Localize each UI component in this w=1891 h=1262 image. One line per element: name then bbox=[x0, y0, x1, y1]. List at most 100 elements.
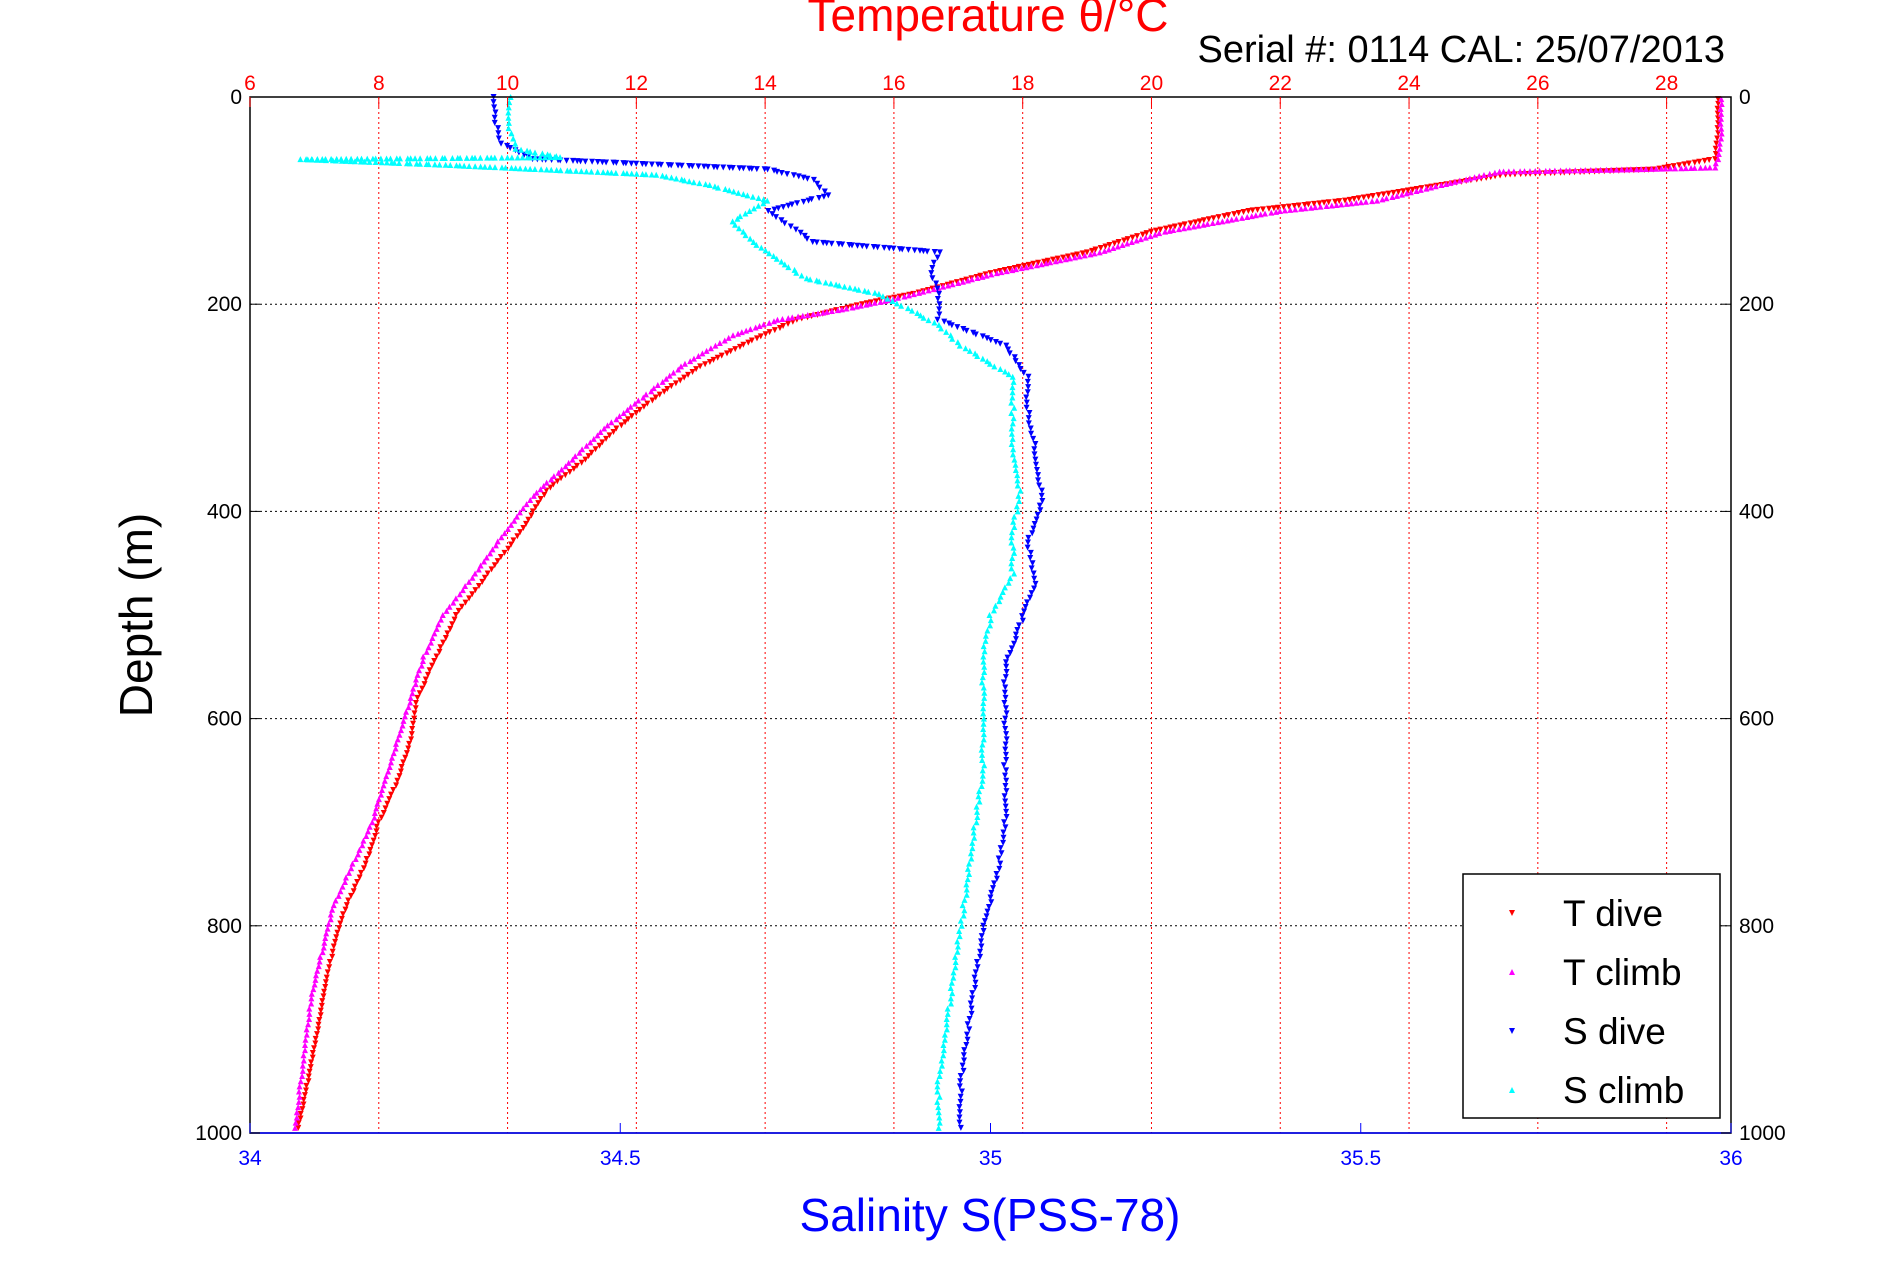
data-point bbox=[1712, 160, 1719, 167]
data-point bbox=[1195, 222, 1202, 229]
data-point bbox=[980, 720, 987, 727]
data-point bbox=[375, 819, 382, 826]
data-point bbox=[964, 1021, 971, 1028]
data-point bbox=[872, 298, 879, 305]
data-point bbox=[1105, 246, 1112, 253]
data-point bbox=[778, 217, 785, 224]
data-point bbox=[332, 938, 339, 945]
data-point bbox=[1021, 262, 1028, 269]
data-point bbox=[315, 1021, 322, 1028]
data-point bbox=[956, 1083, 963, 1090]
data-point bbox=[299, 1067, 306, 1074]
data-point bbox=[293, 1114, 300, 1121]
data-point bbox=[1224, 217, 1231, 224]
data-point bbox=[494, 538, 501, 545]
data-point bbox=[1121, 237, 1128, 244]
data-point bbox=[382, 805, 389, 812]
data-point bbox=[396, 731, 403, 738]
data-point bbox=[977, 953, 984, 960]
data-point bbox=[702, 361, 709, 368]
data-point bbox=[539, 150, 546, 157]
data-point bbox=[1002, 368, 1009, 375]
data-point bbox=[1010, 446, 1017, 453]
data-point bbox=[577, 158, 584, 165]
data-point bbox=[1010, 415, 1017, 422]
data-point bbox=[978, 679, 985, 686]
data-point bbox=[414, 694, 421, 701]
data-point bbox=[773, 255, 780, 262]
data-point bbox=[1348, 200, 1355, 207]
data-point bbox=[1369, 198, 1376, 205]
data-point bbox=[1623, 166, 1630, 173]
data-point bbox=[373, 805, 380, 812]
data-point bbox=[543, 479, 550, 486]
data-point bbox=[735, 225, 742, 232]
data-point bbox=[707, 345, 714, 352]
data-point bbox=[603, 159, 610, 166]
data-point bbox=[941, 318, 948, 325]
data-point bbox=[935, 1109, 942, 1116]
data-point bbox=[971, 974, 978, 981]
data-point bbox=[770, 252, 777, 259]
data-point bbox=[1323, 203, 1330, 210]
data-point bbox=[1676, 162, 1683, 169]
data-point bbox=[936, 306, 943, 313]
data-point bbox=[516, 509, 523, 516]
data-point bbox=[1715, 115, 1722, 122]
data-point bbox=[766, 319, 773, 326]
data-point bbox=[1038, 261, 1045, 268]
data-point bbox=[1008, 534, 1015, 541]
data-point bbox=[386, 796, 393, 803]
data-point bbox=[978, 746, 985, 753]
data-point bbox=[672, 380, 679, 387]
data-point bbox=[421, 681, 428, 688]
data-point bbox=[972, 331, 979, 338]
data-point bbox=[1035, 259, 1042, 266]
data-point bbox=[548, 166, 555, 173]
data-point bbox=[481, 558, 488, 565]
data-point bbox=[987, 894, 994, 901]
data-point bbox=[1240, 208, 1247, 215]
data-point bbox=[1413, 188, 1420, 195]
data-point bbox=[1696, 158, 1703, 165]
data-point bbox=[755, 195, 762, 202]
data-point bbox=[743, 327, 750, 334]
data-point bbox=[1025, 384, 1032, 391]
data-point bbox=[1466, 175, 1473, 182]
legend-label: S climb bbox=[1563, 1070, 1684, 1111]
data-point bbox=[366, 158, 373, 165]
data-point bbox=[495, 130, 502, 137]
data-point bbox=[633, 170, 640, 177]
data-point bbox=[964, 277, 971, 284]
data-point bbox=[997, 845, 1004, 852]
data-point bbox=[843, 305, 850, 312]
data-point bbox=[372, 159, 379, 166]
data-point bbox=[307, 1064, 314, 1071]
data-point bbox=[980, 705, 987, 712]
chart-title: Temperature θ/°C bbox=[808, 0, 1169, 41]
data-point bbox=[936, 1119, 943, 1126]
data-point bbox=[311, 1045, 318, 1052]
axis-ticks: 0 0 200 200 400 400 600 600 800 800 1000 1000 6 8 10 12… bbox=[195, 72, 1785, 1170]
data-point bbox=[466, 162, 473, 169]
data-point bbox=[398, 727, 405, 734]
data-point bbox=[780, 204, 787, 211]
temperature-tick-label: 18 bbox=[1011, 72, 1034, 95]
data-point bbox=[1715, 130, 1722, 137]
data-point bbox=[1008, 399, 1015, 406]
data-point bbox=[1018, 265, 1025, 272]
data-point bbox=[314, 967, 321, 974]
temperature-tick-label: 16 bbox=[882, 72, 905, 95]
data-point bbox=[853, 303, 860, 310]
data-point bbox=[527, 497, 534, 504]
data-point bbox=[1205, 216, 1212, 223]
data-point bbox=[514, 154, 521, 161]
data-point bbox=[1017, 365, 1024, 372]
data-point bbox=[1013, 266, 1020, 273]
data-point bbox=[475, 582, 482, 589]
data-point bbox=[726, 187, 733, 194]
data-point bbox=[723, 350, 730, 357]
data-point bbox=[1572, 167, 1579, 174]
data-point bbox=[1270, 205, 1277, 212]
data-point bbox=[1287, 206, 1294, 213]
